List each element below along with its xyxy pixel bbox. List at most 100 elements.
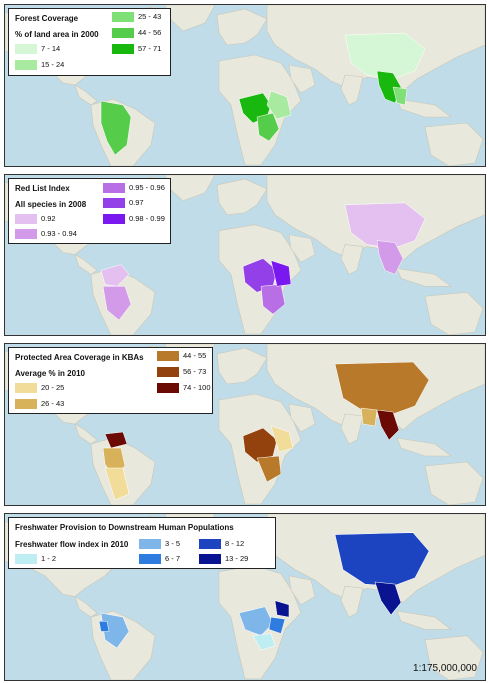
country-shape: [270, 425, 294, 453]
legend-label-5: 13 - 29: [225, 554, 249, 563]
legend-label-5: 0.98 - 0.99: [129, 214, 165, 223]
landmass: [396, 610, 452, 630]
country-shape: [252, 633, 276, 651]
legend-label-5: 57 - 71: [138, 44, 162, 53]
legend-subtitle: % of land area in 2000: [15, 30, 99, 39]
country-shape: [392, 86, 408, 106]
legend-swatch-4: [112, 28, 134, 38]
landmass: [74, 595, 98, 618]
country-shape: [268, 616, 286, 634]
landmass: [74, 423, 98, 445]
country-shape: [242, 427, 278, 463]
legend-swatch-4: [199, 539, 221, 549]
country-shape: [98, 620, 110, 632]
country-shape: [334, 361, 430, 415]
legend-title: Protected Area Coverage in KBAs: [15, 353, 144, 362]
legend-freshwater: Freshwater Provision to Downstream Human…: [8, 517, 276, 569]
country-shape: [256, 112, 280, 142]
forest-map: [5, 5, 485, 166]
legend-forest: Forest Coverage % of land area in 2000 7…: [8, 8, 171, 76]
highlighted-countries: [100, 32, 426, 156]
legend-swatch-5: [103, 214, 125, 224]
legend-label-2: 26 - 43: [41, 399, 65, 408]
landmass: [396, 268, 452, 287]
country-shape: [238, 606, 274, 636]
legend-label-2: 0.93 - 0.94: [41, 229, 77, 238]
country-shape: [102, 286, 132, 321]
legend-label-3: 44 - 55: [183, 351, 207, 360]
landmass: [424, 122, 484, 166]
country-shape: [360, 407, 378, 427]
legend-swatch-3: [103, 183, 125, 193]
country-shape: [100, 612, 130, 649]
legend-label-3: 6 - 7: [165, 554, 181, 563]
highlighted-countries: [98, 532, 430, 651]
landmass: [288, 234, 316, 263]
legend-swatch-5: [157, 383, 179, 393]
legend-label-3: 25 - 43: [138, 12, 162, 21]
legend-label-1: 20 - 25: [41, 383, 65, 392]
map-panel-forest: Forest Coverage % of land area in 2000 7…: [4, 4, 486, 167]
legend-swatch-2: [139, 539, 161, 549]
landmass: [424, 291, 484, 335]
landmass: [288, 575, 316, 606]
country-shape: [344, 202, 426, 249]
legend-redlist: Red List Index All species in 2008 0.92 …: [8, 178, 171, 244]
landmass: [396, 98, 452, 118]
legend-swatch-5: [199, 554, 221, 564]
legend-label-1: 0.92: [41, 214, 56, 223]
landmass: [340, 585, 364, 618]
legend-subtitle: Freshwater flow index in 2010: [15, 540, 129, 549]
country-shape: [374, 581, 402, 616]
legend-title: Forest Coverage: [15, 14, 79, 23]
legend-label-4: 8 - 12: [225, 539, 245, 548]
legend-swatch-2: [15, 60, 37, 70]
highlighted-countries: [102, 361, 430, 501]
map-panel-freshwater: Freshwater Provision to Downstream Human…: [4, 513, 486, 681]
country-shape: [266, 90, 292, 120]
country-shape: [376, 240, 404, 275]
country-shape: [104, 431, 128, 449]
landmass: [396, 437, 452, 457]
landmass: [340, 244, 364, 275]
scale-label: 1:175,000,000: [413, 663, 477, 674]
country-shape: [270, 260, 292, 287]
legend-label-1: 1 - 2: [41, 554, 57, 563]
legend-label-4: 0.97: [129, 198, 144, 207]
legend-label-4: 44 - 56: [138, 28, 162, 37]
landmass: [74, 253, 98, 275]
landmass: [164, 175, 216, 202]
legend-subtitle: Average % in 2010: [15, 369, 85, 378]
landmass: [288, 64, 316, 94]
country-shape: [376, 409, 400, 441]
legend-label-2: 15 - 24: [41, 60, 65, 69]
highlighted-countries: [100, 202, 426, 321]
legend-label-5: 74 - 100: [183, 383, 211, 392]
country-shape: [104, 467, 130, 501]
legend-label-3: 0.95 - 0.96: [129, 183, 165, 192]
legend-swatch-1: [15, 554, 37, 564]
legend-swatch-2: [15, 229, 37, 239]
country-shape: [274, 600, 290, 618]
legend-swatch-4: [103, 198, 125, 208]
landmass: [164, 5, 216, 32]
country-shape: [334, 532, 430, 587]
legend-title: Freshwater Provision to Downstream Human…: [15, 523, 234, 532]
map-panel-protected: Protected Area Coverage in KBAs Average …: [4, 343, 486, 506]
landmass: [74, 84, 98, 106]
legend-label-2: 3 - 5: [165, 539, 181, 548]
legend-swatch-3: [157, 351, 179, 361]
landmass: [340, 74, 364, 106]
landmass: [288, 403, 316, 433]
legend-swatch-1: [15, 383, 37, 393]
legend-subtitle: All species in 2008: [15, 200, 87, 209]
map-panel-redlist: Red List Index All species in 2008 0.92 …: [4, 174, 486, 336]
legend-swatch-2: [15, 399, 37, 409]
legend-protected: Protected Area Coverage in KBAs Average …: [8, 347, 213, 414]
legend-title: Red List Index: [15, 184, 70, 193]
legend-swatch-3: [139, 554, 161, 564]
landmass: [340, 413, 364, 445]
country-shape: [100, 100, 132, 156]
landmass: [216, 178, 268, 216]
legend-swatch-1: [15, 44, 37, 54]
